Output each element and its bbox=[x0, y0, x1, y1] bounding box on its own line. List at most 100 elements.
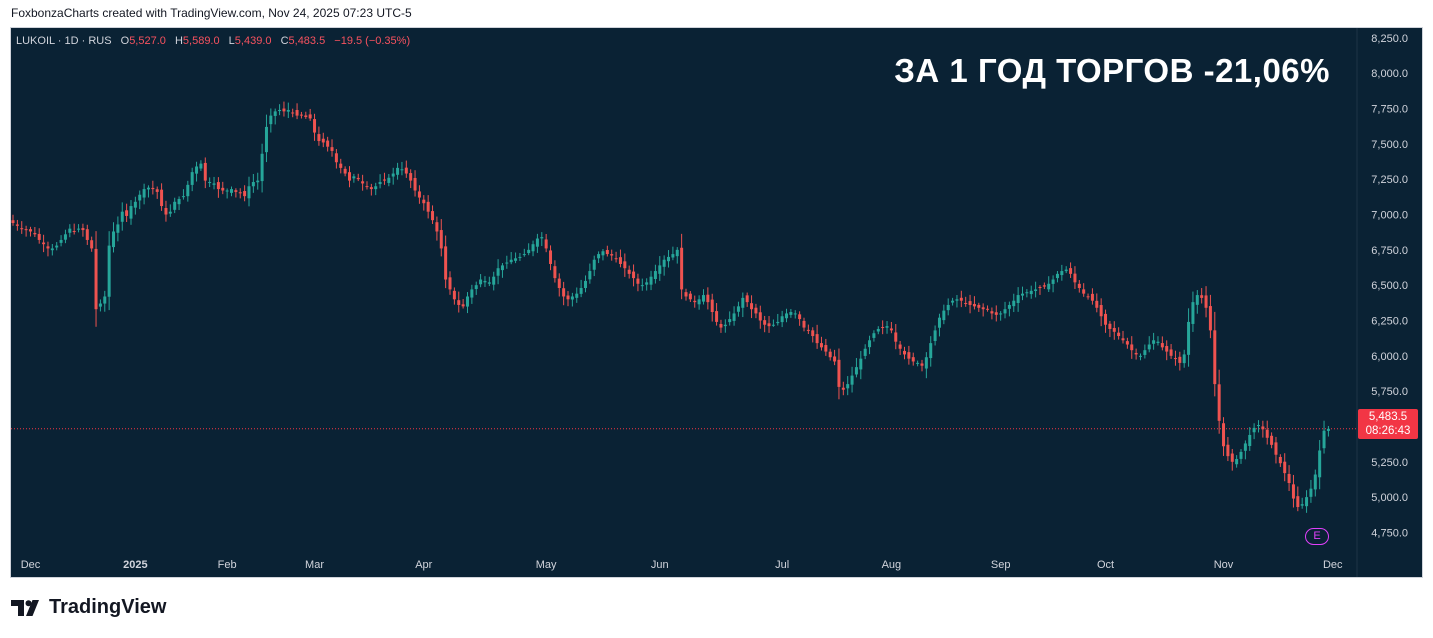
candle-body bbox=[330, 147, 334, 151]
candle-body bbox=[627, 269, 631, 274]
candle-body bbox=[916, 362, 920, 364]
candle-body bbox=[776, 321, 780, 324]
candle-body bbox=[173, 201, 177, 210]
candle-body bbox=[833, 356, 837, 362]
candle-body bbox=[186, 184, 190, 197]
candle-body bbox=[142, 189, 146, 198]
candle-body bbox=[278, 109, 282, 112]
candle-body bbox=[1222, 423, 1226, 447]
candle-body bbox=[470, 289, 474, 298]
candle-body bbox=[1099, 305, 1103, 317]
candle-body bbox=[697, 299, 701, 305]
y-tick-label: 6,250.0 bbox=[1371, 316, 1408, 328]
candle-body bbox=[785, 313, 789, 319]
candle-body bbox=[251, 182, 255, 187]
candle-body bbox=[107, 245, 111, 297]
candle-body bbox=[1322, 430, 1326, 449]
candle-body bbox=[492, 276, 496, 285]
candle-body bbox=[955, 299, 959, 301]
candle-body bbox=[404, 167, 408, 174]
candle-body bbox=[216, 182, 220, 190]
candle-body bbox=[1248, 434, 1252, 446]
candle-body bbox=[1239, 451, 1243, 459]
candle-body bbox=[632, 271, 636, 279]
candle-body bbox=[942, 310, 946, 321]
candle-body bbox=[116, 224, 120, 233]
candle-body bbox=[1034, 289, 1038, 291]
symbol-label[interactable]: LUKOIL · 1D · RUS bbox=[16, 35, 112, 47]
candle-body bbox=[732, 313, 736, 321]
candle-body bbox=[854, 367, 858, 375]
candle-body bbox=[1064, 269, 1068, 272]
candle-body bbox=[426, 201, 430, 212]
candle-body bbox=[1152, 340, 1156, 344]
candle-body bbox=[999, 313, 1003, 315]
chart-panel[interactable] bbox=[10, 27, 1423, 578]
low-value: 5,439.0 bbox=[234, 35, 272, 47]
tradingview-logo[interactable]: TradingView bbox=[11, 596, 166, 619]
open-label: O bbox=[120, 35, 130, 47]
candle-body bbox=[444, 246, 448, 280]
candle-body bbox=[85, 229, 89, 240]
brand-name: TradingView bbox=[49, 596, 167, 618]
candle-body bbox=[20, 228, 24, 230]
candle-body bbox=[439, 230, 443, 249]
candle-body bbox=[15, 224, 19, 226]
candle-body bbox=[1200, 295, 1204, 298]
candle-body bbox=[339, 163, 343, 168]
candle-body bbox=[1147, 344, 1151, 350]
candle-body bbox=[448, 277, 452, 290]
high-value: 5,589.0 bbox=[182, 35, 220, 47]
candle-body bbox=[382, 179, 386, 181]
candle-body bbox=[94, 248, 98, 310]
candle-body bbox=[614, 258, 618, 260]
candle-body bbox=[929, 343, 933, 359]
candle-body bbox=[369, 187, 373, 190]
candle-body bbox=[413, 177, 417, 191]
candle-body bbox=[46, 246, 50, 249]
candle-body bbox=[63, 234, 67, 240]
candle-body bbox=[1090, 293, 1094, 301]
candle-body bbox=[728, 319, 732, 323]
candle-body bbox=[361, 181, 365, 184]
candle-body bbox=[1016, 295, 1020, 303]
candle-body bbox=[160, 189, 164, 207]
candle-body bbox=[977, 304, 981, 308]
candle-body bbox=[77, 228, 81, 230]
candle-body bbox=[1274, 442, 1278, 455]
x-tick-label: Jun bbox=[651, 559, 669, 571]
chart-headline: ЗА 1 ГОД ТОРГОВ -21,06% bbox=[894, 52, 1330, 89]
candle-body bbox=[1230, 453, 1234, 462]
candle-body bbox=[968, 301, 972, 305]
candle-body bbox=[199, 163, 203, 169]
candle-body bbox=[553, 266, 557, 279]
candle-body bbox=[758, 312, 762, 321]
candle-body bbox=[898, 344, 902, 349]
candle-body bbox=[815, 334, 819, 344]
candle-body bbox=[1095, 300, 1099, 308]
candle-body bbox=[1134, 352, 1138, 355]
candle-body bbox=[208, 182, 212, 184]
candle-body bbox=[741, 297, 745, 308]
candle-body bbox=[112, 231, 116, 248]
candle-body bbox=[269, 115, 273, 125]
earnings-icon[interactable]: E bbox=[1305, 528, 1329, 545]
candle-body bbox=[675, 249, 679, 257]
candle-body bbox=[431, 211, 435, 221]
x-tick-label: Jul bbox=[775, 559, 789, 571]
candle-body bbox=[24, 229, 28, 231]
candle-body bbox=[151, 187, 155, 190]
y-tick-label: 5,000.0 bbox=[1371, 492, 1408, 504]
candle-body bbox=[1003, 309, 1007, 314]
candle-body bbox=[256, 180, 260, 183]
candle-body bbox=[1226, 444, 1230, 457]
candle-body bbox=[238, 192, 242, 194]
candle-body bbox=[911, 357, 915, 362]
x-tick-label: Feb bbox=[218, 559, 237, 571]
candle-body bbox=[1125, 341, 1129, 345]
candle-body bbox=[592, 259, 596, 270]
x-tick-label: May bbox=[536, 559, 557, 571]
candle-body bbox=[1112, 327, 1116, 332]
candle-body bbox=[400, 169, 404, 171]
